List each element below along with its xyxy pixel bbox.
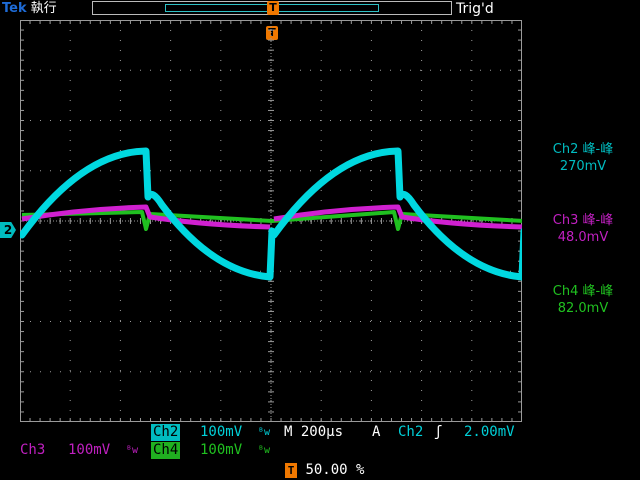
ch2-bw-limit-icon: ᴮw	[258, 427, 271, 438]
trigger-position-value: 50.00 %	[305, 462, 365, 478]
ch3-label[interactable]: Ch3	[20, 442, 46, 458]
trigger-source[interactable]: Ch2	[398, 424, 424, 440]
trigger-slope-icon: ʃ	[434, 424, 443, 440]
run-mode-label: 執行	[30, 1, 57, 16]
measurement-value: 48.0mV	[557, 230, 609, 245]
ch2-label[interactable]: Ch2	[151, 424, 181, 441]
trigger-level[interactable]: 2.00mV	[464, 424, 515, 440]
ch2-scale[interactable]: 100mV	[200, 424, 243, 440]
top-status-bar: Tek 執行 T Trig'd	[0, 0, 640, 18]
measurement-value: 270mV	[559, 159, 607, 174]
ch4-label[interactable]: Ch4	[151, 442, 181, 459]
ch4-bw-limit-icon: ᴮw	[258, 445, 271, 456]
measurement-ch4-pk2pk: Ch4 峰-峰 82.0mV	[528, 283, 638, 317]
trigger-position-top-icon: T	[267, 1, 279, 15]
measurement-value: 82.0mV	[557, 301, 609, 316]
brand-label: Tek 執行	[2, 0, 57, 18]
trigger-marker-icon[interactable]: T	[266, 26, 278, 40]
measurement-label: Ch4 峰-峰	[552, 284, 614, 299]
measurement-ch3-pk2pk: Ch3 峰-峰 48.0mV	[528, 212, 638, 246]
ch3-waveform	[21, 204, 522, 230]
ch4-scale[interactable]: 100mV	[200, 442, 243, 458]
measurement-label: Ch2 峰-峰	[552, 142, 614, 157]
ch3-scale[interactable]: 100mV	[68, 442, 111, 458]
trigger-type: A	[372, 424, 381, 440]
trigger-position-readout[interactable]: T 50.00 %	[285, 461, 364, 479]
ch2-ground-marker[interactable]: 2	[0, 222, 16, 238]
trigger-status: Trig'd	[456, 1, 494, 17]
ch3-bw-limit-icon: ᴮw	[126, 445, 139, 456]
tek-logo: Tek	[2, 1, 27, 16]
trigger-position-icon: T	[285, 462, 297, 478]
status-line-2: Ch3 100mV ᴮw Ch4 100mV ᴮw	[0, 442, 640, 462]
status-line-1: Ch2 100mV ᴮw M 200µs A Ch2 ʃ 2.00mV	[0, 424, 640, 444]
measurement-label: Ch3 峰-峰	[552, 213, 614, 228]
ch2-waveform	[20, 147, 522, 281]
waveform-display[interactable]	[20, 20, 522, 422]
timebase[interactable]: M 200µs	[284, 424, 344, 440]
measurement-ch2-pk2pk: Ch2 峰-峰 270mV	[528, 141, 638, 175]
graticule	[20, 20, 522, 422]
